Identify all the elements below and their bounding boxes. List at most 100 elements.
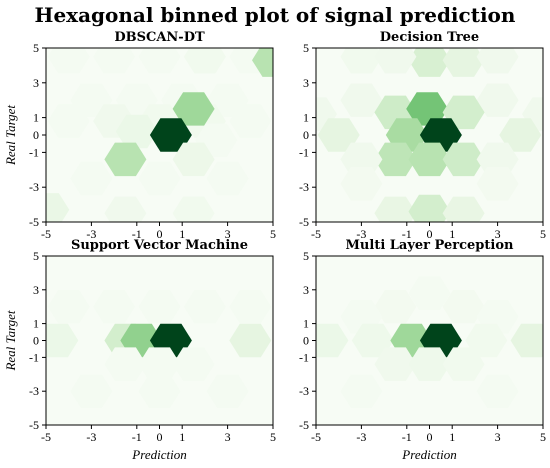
hexbin-cell — [442, 290, 485, 324]
hexbin-cell — [522, 97, 543, 131]
x-tick-label: 3 — [495, 227, 501, 241]
hexbin-cell — [206, 161, 249, 196]
hexbin-cell — [442, 347, 485, 381]
hexbin-cell — [252, 48, 273, 77]
y-tick-label: -5 — [29, 215, 39, 229]
hexbin-cell — [115, 114, 158, 149]
subplot-title: Multi Layer Perception — [346, 238, 514, 253]
hexbin-cell — [510, 323, 543, 358]
x-tick-label: -3 — [86, 227, 96, 241]
y-tick-label: 3 — [33, 76, 39, 90]
y-tick-label: -3 — [29, 384, 39, 398]
y-tick-label: 3 — [303, 76, 309, 90]
x-tick-label: 1 — [179, 430, 185, 444]
hexbin-cell — [93, 48, 136, 74]
hexbin-cell — [104, 347, 147, 381]
hexbin-cell — [476, 167, 519, 201]
x-tick-label: 5 — [270, 227, 276, 241]
x-tick-label: -5 — [311, 227, 321, 241]
y-tick-label: 1 — [303, 317, 309, 331]
hexbin-cell — [340, 48, 383, 74]
hexbin-cell — [408, 194, 451, 222]
y-tick-label: 0 — [303, 334, 309, 348]
y-tick-label: 1 — [303, 111, 309, 125]
y-axis-label: Real Target — [3, 310, 18, 371]
x-tick-label: 3 — [225, 227, 231, 241]
hexbin-cell — [442, 95, 485, 130]
hexbin-cell — [408, 48, 451, 77]
hexbin-cell — [374, 290, 417, 324]
y-tick-label: -1 — [299, 145, 309, 159]
hexbin-cell — [374, 347, 417, 381]
hexbin-cell — [476, 48, 519, 74]
hexbin-cell — [442, 142, 485, 177]
hexbin-cell — [374, 196, 417, 222]
y-tick-label: -3 — [299, 180, 309, 194]
x-tick-label: 0 — [427, 430, 433, 444]
x-tick-label: -5 — [311, 430, 321, 444]
hexbin-cell — [138, 347, 181, 381]
x-tick-label: -3 — [356, 227, 366, 241]
hexbin-cell — [149, 118, 192, 152]
hexbin-cell — [374, 142, 417, 177]
hexbin-cell — [340, 83, 383, 117]
x-tick-label: 0 — [157, 430, 163, 444]
hexbin-cell — [93, 290, 136, 324]
hexbin-cell — [340, 374, 383, 408]
hexbin-cell — [46, 323, 79, 358]
hexbin-cell — [206, 374, 249, 408]
hexbin-cell — [138, 374, 181, 408]
hexbin-cell — [499, 118, 542, 152]
hexbin-layer — [46, 290, 272, 408]
y-tick-label: 1 — [33, 317, 39, 331]
x-axis-label: Prediction — [401, 447, 456, 462]
hexbin-layer — [316, 48, 543, 222]
x-tick-label: 1 — [449, 227, 455, 241]
y-tick-label: 5 — [33, 41, 39, 55]
y-axis-label: Real Target — [3, 105, 18, 166]
y-tick-label: -5 — [299, 215, 309, 229]
subplot-title: DBSCAN-DT — [114, 30, 205, 45]
x-tick-label: -1 — [132, 430, 142, 444]
hexbin-cell — [172, 142, 215, 177]
y-tick-label: 5 — [303, 41, 309, 55]
hexbin-cell — [70, 374, 113, 408]
x-tick-label: -3 — [86, 430, 96, 444]
subplot-title: Decision Tree — [380, 30, 479, 45]
hexbin-cell — [138, 290, 181, 324]
x-tick-label: 0 — [157, 227, 163, 241]
x-tick-label: -1 — [402, 430, 412, 444]
y-tick-label: 0 — [33, 334, 39, 348]
x-tick-label: -3 — [356, 430, 366, 444]
x-tick-label: 5 — [540, 227, 546, 241]
hexbin-cell — [47, 104, 90, 138]
hexbin-cell — [229, 104, 272, 138]
hexbin-layer — [316, 276, 543, 408]
x-tick-label: -1 — [132, 227, 142, 241]
hexbin-cell — [408, 347, 451, 381]
subplot-1: DBSCAN-DT -5 -3 -1 0 1 3 5 5 3 1 0 -1 -3 -5 Real Target — [3, 30, 276, 241]
y-tick-label: -1 — [299, 350, 309, 364]
hexbin-cell — [46, 193, 70, 222]
hexbin-cell — [351, 323, 394, 358]
y-tick-label: 1 — [33, 111, 39, 125]
x-tick-label: 1 — [449, 430, 455, 444]
y-tick-label: -3 — [299, 384, 309, 398]
hexbin-cell — [408, 276, 451, 310]
hexbin-cell — [183, 290, 226, 324]
x-tick-label: 3 — [495, 430, 501, 444]
x-tick-label: -5 — [41, 227, 51, 241]
hexbin-cell — [138, 161, 181, 196]
x-tick-label: 1 — [179, 227, 185, 241]
hexbin-cell — [172, 196, 215, 222]
x-tick-label: -5 — [41, 430, 51, 444]
y-tick-label: 0 — [303, 128, 309, 142]
hexbin-cell — [47, 48, 90, 74]
hexbin-cell — [476, 374, 519, 408]
hexbin-cell — [229, 290, 272, 324]
subplot-grid: DBSCAN-DT -5 -3 -1 0 1 3 5 5 3 1 0 -1 -3 -5 Real Target… — [3, 30, 546, 462]
hexbin-cell — [408, 142, 451, 177]
hexbin-layer — [46, 48, 273, 222]
hexbin-cell — [172, 347, 215, 381]
